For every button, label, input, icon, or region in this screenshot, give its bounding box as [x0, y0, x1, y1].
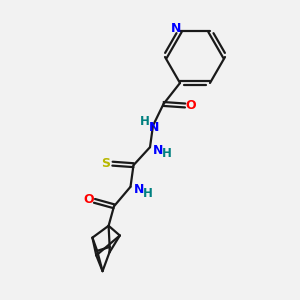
Text: H: H — [162, 147, 171, 160]
Text: O: O — [185, 99, 196, 112]
Text: N: N — [134, 183, 145, 196]
Text: N: N — [171, 22, 182, 35]
Text: H: H — [143, 187, 153, 200]
Text: S: S — [101, 157, 110, 170]
Text: H: H — [140, 116, 149, 128]
Text: N: N — [153, 144, 164, 157]
Text: N: N — [149, 122, 160, 134]
Text: O: O — [83, 193, 94, 206]
